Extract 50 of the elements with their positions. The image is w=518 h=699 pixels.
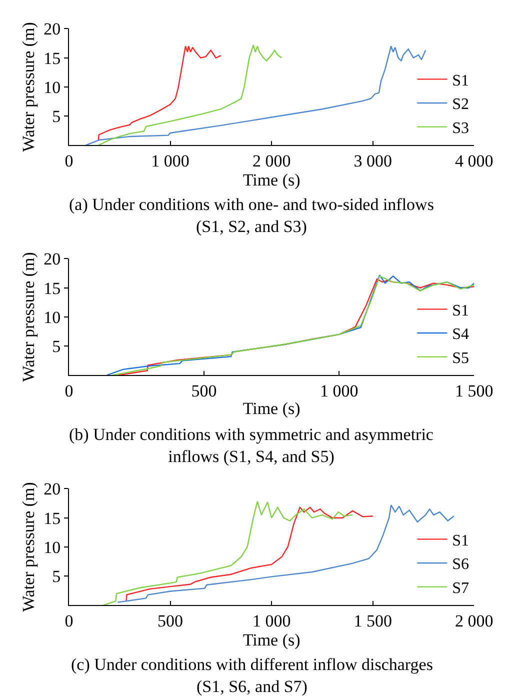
- legend-label: S1: [452, 302, 470, 320]
- x-tick-label: 1 000: [320, 382, 358, 401]
- legend-label: S5: [452, 350, 470, 368]
- legend-label: S3: [452, 120, 470, 138]
- y-tick-label: 15: [44, 48, 61, 68]
- y-tick-label: 20: [44, 480, 61, 499]
- x-tick-label: 2 000: [455, 612, 494, 631]
- y-tick-label: 20: [44, 250, 61, 269]
- y-tick-label: 10: [44, 538, 61, 557]
- x-tick-label: 500: [158, 612, 184, 631]
- line-series: [85, 46, 426, 146]
- text: (b) Under conditions with symmetric and asymmetric inflows (S1, S4, and S5): [69, 425, 434, 466]
- x-tick-label: 1 500: [455, 382, 494, 401]
- x-tick-label: 1 000: [252, 612, 291, 631]
- y-tick-label: 10: [44, 78, 61, 97]
- x-tick-label: 0: [64, 382, 74, 401]
- y-tick-label: 15: [44, 508, 61, 528]
- text: (c) Under conditions with different inflow discharges (S1, S6, and S7): [71, 655, 433, 696]
- line-series: [126, 506, 374, 602]
- y-tick-label: 10: [44, 308, 61, 327]
- x-tick-label: 0: [64, 152, 74, 171]
- legend-label: S4: [452, 326, 470, 344]
- x-tick-label: 500: [191, 382, 217, 401]
- x-axis-title: Time (s): [242, 170, 300, 190]
- x-axis-title: Time (s): [242, 630, 300, 650]
- line-series: [102, 500, 354, 606]
- y-axis-title: Water pressure (m): [19, 22, 38, 152]
- x-tick-label: 3 000: [354, 152, 392, 171]
- legend-label: S6: [452, 556, 470, 574]
- legend-label: S2: [452, 96, 470, 114]
- legend-label: S7: [452, 580, 470, 598]
- x-axis-title: Time (s): [242, 399, 300, 418]
- x-tick-label: 1 000: [151, 152, 190, 171]
- x-tick-label: 1 500: [354, 612, 392, 631]
- text: (a) Under conditions with one- and two-sided inflows (S1, S2, and S3): [69, 195, 434, 236]
- y-tick-label: 5: [52, 567, 61, 586]
- y-tick-label: 15: [44, 278, 61, 298]
- legend-label: S1: [452, 72, 470, 90]
- line-series: [98, 46, 222, 142]
- x-tick-label: 2 000: [252, 152, 291, 171]
- y-axis-title: Water pressure (m): [19, 252, 38, 382]
- y-axis-title: Water pressure (m): [19, 482, 38, 612]
- legend-label: S1: [452, 532, 470, 550]
- y-tick-label: 20: [44, 20, 61, 39]
- line-series: [98, 44, 282, 146]
- y-tick-label: 5: [52, 337, 61, 356]
- x-tick-label: 0: [64, 612, 74, 631]
- line-series: [117, 504, 454, 603]
- y-tick-label: 5: [52, 107, 61, 126]
- x-tick-label: 4 000: [455, 152, 494, 171]
